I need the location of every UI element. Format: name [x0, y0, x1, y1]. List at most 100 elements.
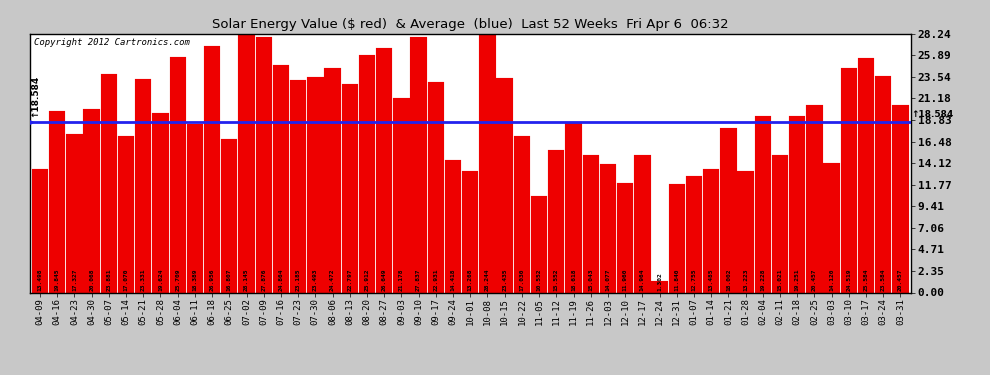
Bar: [754, 116, 771, 292]
Bar: [445, 160, 461, 292]
Text: 20.457: 20.457: [898, 268, 903, 291]
Bar: [738, 171, 753, 292]
Text: 15.021: 15.021: [777, 268, 782, 291]
Bar: [376, 48, 392, 292]
Text: Copyright 2012 Cartronics.com: Copyright 2012 Cartronics.com: [34, 38, 190, 46]
Text: 19.228: 19.228: [760, 268, 765, 291]
Text: 18.618: 18.618: [571, 268, 576, 291]
Text: 19.251: 19.251: [795, 268, 800, 291]
Bar: [582, 154, 599, 292]
Bar: [686, 176, 702, 292]
Bar: [651, 280, 667, 292]
Bar: [411, 38, 427, 292]
Text: 16.807: 16.807: [227, 268, 232, 291]
Text: 1.302: 1.302: [657, 272, 662, 291]
Text: ↑18.584: ↑18.584: [30, 75, 39, 117]
Bar: [118, 136, 135, 292]
Text: 22.931: 22.931: [434, 268, 439, 291]
Text: 21.178: 21.178: [399, 268, 404, 291]
Text: 17.070: 17.070: [124, 268, 129, 291]
Bar: [824, 163, 840, 292]
Text: 25.912: 25.912: [364, 268, 369, 291]
Bar: [548, 150, 564, 292]
Bar: [428, 82, 444, 292]
Bar: [290, 80, 306, 292]
Bar: [875, 76, 891, 292]
Bar: [101, 74, 117, 292]
Text: 13.485: 13.485: [709, 268, 714, 291]
Bar: [703, 169, 720, 292]
Text: 15.552: 15.552: [553, 268, 558, 291]
Text: 23.331: 23.331: [141, 268, 146, 291]
Text: 23.584: 23.584: [881, 268, 886, 291]
Text: 17.030: 17.030: [520, 268, 525, 291]
Text: 26.649: 26.649: [382, 268, 387, 291]
Text: 28.145: 28.145: [244, 268, 249, 291]
Bar: [342, 84, 358, 292]
Bar: [83, 109, 100, 292]
Bar: [169, 57, 186, 292]
Title: Solar Energy Value ($ red)  & Average  (blue)  Last 52 Weeks  Fri Apr 6  06:32: Solar Energy Value ($ red) & Average (bl…: [212, 18, 729, 31]
Text: 13.223: 13.223: [743, 268, 748, 291]
Text: 26.956: 26.956: [210, 268, 215, 291]
Text: 20.068: 20.068: [89, 268, 94, 291]
Text: ↑18.584: ↑18.584: [912, 111, 954, 120]
Text: 19.845: 19.845: [54, 268, 59, 291]
Bar: [514, 136, 530, 292]
Text: 14.418: 14.418: [450, 268, 455, 291]
Text: 12.755: 12.755: [691, 268, 697, 291]
Text: 15.043: 15.043: [588, 268, 593, 291]
Text: 25.584: 25.584: [863, 268, 868, 291]
Bar: [66, 134, 82, 292]
Bar: [497, 78, 513, 292]
Text: 27.837: 27.837: [416, 268, 421, 291]
Bar: [307, 77, 324, 292]
Text: 20.457: 20.457: [812, 268, 817, 291]
Text: 14.964: 14.964: [640, 268, 644, 291]
Text: 28.244: 28.244: [485, 268, 490, 291]
Bar: [221, 138, 238, 292]
Bar: [531, 196, 547, 292]
Bar: [617, 183, 634, 292]
Text: 23.493: 23.493: [313, 268, 318, 291]
Bar: [635, 155, 650, 292]
Bar: [255, 37, 272, 292]
Bar: [858, 58, 874, 292]
Bar: [806, 105, 823, 292]
Text: 14.120: 14.120: [830, 268, 835, 291]
Text: 19.624: 19.624: [158, 268, 163, 291]
Bar: [204, 45, 221, 292]
Text: 23.881: 23.881: [106, 268, 111, 291]
Bar: [668, 184, 685, 292]
Text: 13.268: 13.268: [467, 268, 473, 291]
Bar: [565, 122, 582, 292]
Text: 25.709: 25.709: [175, 268, 180, 291]
Bar: [187, 124, 203, 292]
Bar: [462, 171, 478, 292]
Bar: [892, 105, 909, 292]
Text: 18.389: 18.389: [192, 268, 197, 291]
Bar: [479, 34, 496, 292]
Text: 22.797: 22.797: [347, 268, 352, 291]
Bar: [772, 155, 788, 292]
Text: 24.864: 24.864: [278, 268, 283, 291]
Text: 23.185: 23.185: [296, 268, 301, 291]
Bar: [720, 128, 737, 292]
Text: 14.077: 14.077: [606, 268, 611, 291]
Bar: [393, 99, 410, 292]
Bar: [50, 111, 65, 292]
Bar: [32, 169, 49, 292]
Bar: [135, 79, 151, 292]
Text: 24.472: 24.472: [330, 268, 335, 291]
Text: 17.327: 17.327: [72, 268, 77, 291]
Bar: [841, 68, 857, 292]
Text: 11.840: 11.840: [674, 268, 679, 291]
Bar: [789, 116, 806, 292]
Bar: [600, 164, 616, 292]
Bar: [239, 34, 254, 292]
Text: 23.435: 23.435: [502, 268, 507, 291]
Text: 13.498: 13.498: [38, 268, 43, 291]
Text: 27.876: 27.876: [261, 268, 266, 291]
Bar: [273, 64, 289, 292]
Bar: [358, 55, 375, 292]
